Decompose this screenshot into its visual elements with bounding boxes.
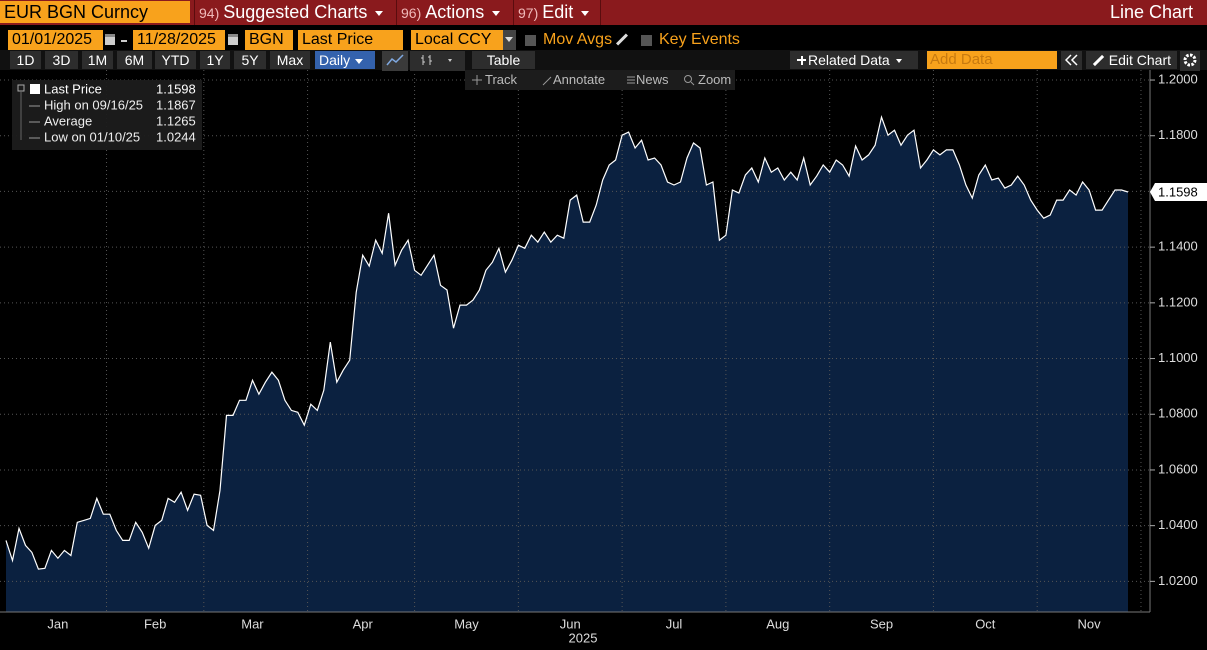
legend-box xyxy=(12,80,202,150)
security-input[interactable]: EUR BGN Curncy xyxy=(0,1,190,23)
line xyxy=(5,114,1129,570)
add-data-input[interactable]: Add Data xyxy=(927,51,1057,69)
period-button[interactable]: 6M xyxy=(117,51,152,69)
y-tick-label: 1.1400 xyxy=(1158,239,1198,254)
menu[interactable]: 94) Suggested Charts xyxy=(194,0,394,25)
bar-style-button[interactable] xyxy=(410,51,465,71)
period-button[interactable]: 1Y xyxy=(200,51,230,69)
period-button[interactable]: 1M xyxy=(82,51,113,69)
chart-kind: Line Chart xyxy=(1109,2,1193,22)
tool[interactable]: News xyxy=(636,72,669,87)
x-tick-label: Mar xyxy=(241,616,264,631)
end-date[interactable]: 11/28/2025 xyxy=(133,30,225,50)
settings-button[interactable] xyxy=(1180,51,1200,71)
edit-chart-button[interactable]: Edit Chart xyxy=(1086,51,1177,69)
legend-label: High on 09/16/25 xyxy=(44,97,143,112)
tool[interactable]: Track xyxy=(485,72,518,87)
menu[interactable]: 97) Edit xyxy=(513,0,601,25)
legend: Last Price 1.1598 High on 09/16/25 1.1867 Av… xyxy=(12,80,202,150)
period-button[interactable]: 1D xyxy=(10,51,41,69)
x-tick-label: Jan xyxy=(47,616,68,631)
tool[interactable]: Annotate xyxy=(553,72,606,87)
legend-value: 1.1265 xyxy=(156,113,196,128)
x-tick-label: Jun xyxy=(560,616,581,631)
x-tick-label: Feb xyxy=(144,616,166,631)
dash xyxy=(121,40,127,42)
menu-num: 96) xyxy=(401,5,422,21)
menu-num: 94) xyxy=(199,5,220,21)
x-tick-label: Oct xyxy=(975,616,996,631)
field-input[interactable]: Last Price xyxy=(298,30,403,50)
toggle-label: Key Events xyxy=(659,31,740,48)
menu-label: Edit xyxy=(542,2,574,22)
area xyxy=(6,117,1128,612)
x-tick-label: Apr xyxy=(353,616,374,631)
frequency-select[interactable]: Daily xyxy=(315,51,375,69)
menu[interactable]: 96) Actions xyxy=(396,0,512,25)
checkbox[interactable] xyxy=(641,35,652,46)
legend-swatch xyxy=(30,84,40,94)
ccy-dropdown[interactable] xyxy=(503,30,516,50)
period-button[interactable]: YTD xyxy=(155,51,196,69)
menu-label: Suggested Charts xyxy=(223,2,368,22)
menu-num: 97) xyxy=(518,5,539,21)
y-tick-label: 1.1200 xyxy=(1158,294,1198,309)
x-axis-label: 2025 xyxy=(569,630,598,645)
legend-value: 1.0244 xyxy=(156,129,196,144)
calendar-icon[interactable] xyxy=(105,34,115,45)
ccy-select[interactable]: Local CCY xyxy=(411,30,503,50)
checkbox[interactable] xyxy=(525,35,536,46)
legend-label: Average xyxy=(44,113,92,128)
y-tick-label: 1.0800 xyxy=(1158,406,1198,421)
table-button[interactable]: Table xyxy=(472,51,535,69)
line-style-button[interactable] xyxy=(382,51,408,71)
y-tick-label: 1.1800 xyxy=(1158,127,1198,142)
period-button[interactable]: 5Y xyxy=(234,51,266,69)
last-value-label: 1.1598 xyxy=(1158,184,1198,199)
y-tick-label: 1.0600 xyxy=(1158,461,1198,476)
period-button[interactable]: Max xyxy=(270,51,310,69)
y-tick-label: 1.0400 xyxy=(1158,517,1198,532)
x-tick-label: Aug xyxy=(766,616,789,631)
y-tick-label: 1.2000 xyxy=(1158,71,1198,86)
period-button[interactable]: 3D xyxy=(45,51,78,69)
tool[interactable]: Zoom xyxy=(698,72,732,87)
related-label: Related Data xyxy=(808,52,890,68)
currency-input[interactable]: BGN xyxy=(245,30,293,50)
x-tick-label: Jul xyxy=(666,616,683,631)
x-tick-label: May xyxy=(454,616,479,631)
calendar-icon[interactable] xyxy=(228,34,238,45)
top-bar: EUR BGN Curncy 94) Suggested Charts 96) Ac… xyxy=(0,0,1207,25)
start-date[interactable]: 01/01/2025 xyxy=(8,30,103,50)
y-tick-label: 1.1000 xyxy=(1158,350,1198,365)
last-value-tag xyxy=(1150,182,1207,201)
frequency-label: Daily xyxy=(319,52,351,68)
legend-value: 1.1598 xyxy=(156,81,196,96)
legend-label: Last Price xyxy=(44,81,102,96)
x-tick-label: Nov xyxy=(1078,616,1102,631)
collapse-button[interactable] xyxy=(1061,51,1082,70)
tool-bar: Track Annotate News Zoom xyxy=(465,70,735,90)
menu-label: Actions xyxy=(425,2,485,22)
related-data-button[interactable]: Related Data xyxy=(790,51,918,69)
toggle-label: Mov Avgs xyxy=(543,31,613,48)
x-tick-label: Sep xyxy=(870,616,893,631)
y-tick-label: 1.0200 xyxy=(1158,573,1198,588)
legend-label: Low on 01/10/25 xyxy=(44,129,140,144)
legend-value: 1.1867 xyxy=(156,97,196,112)
